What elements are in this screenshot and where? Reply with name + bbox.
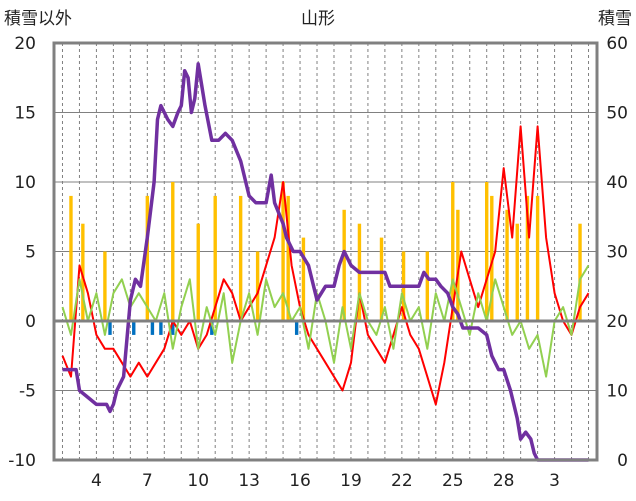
right-tick-label: 0 bbox=[617, 451, 628, 471]
bar bbox=[485, 182, 489, 321]
x-tick-label: 13 bbox=[238, 471, 260, 491]
bar bbox=[451, 182, 455, 321]
right-tick-label: 20 bbox=[606, 312, 628, 332]
left-axis-title: 積雪以外 bbox=[4, 9, 72, 29]
right-tick-label: 60 bbox=[606, 34, 628, 54]
bar bbox=[69, 195, 73, 321]
left-tick-label: 10 bbox=[14, 173, 36, 193]
right-tick-label: 10 bbox=[606, 382, 628, 402]
bar bbox=[425, 251, 430, 321]
bar bbox=[159, 321, 163, 335]
series-line bbox=[61, 125, 590, 406]
right-tick-label: 30 bbox=[606, 243, 628, 263]
bar bbox=[535, 195, 540, 321]
left-tick-label: -10 bbox=[8, 451, 36, 471]
x-tick-label: 10 bbox=[187, 471, 209, 491]
x-tick-label: 4 bbox=[91, 471, 102, 491]
bar bbox=[456, 209, 460, 321]
x-tick-label: 25 bbox=[442, 471, 464, 491]
bar bbox=[103, 251, 107, 321]
bar bbox=[505, 209, 509, 321]
left-tick-label: 20 bbox=[14, 34, 36, 54]
left-tick-label: 15 bbox=[14, 104, 36, 124]
bar bbox=[525, 195, 530, 321]
bar bbox=[294, 321, 299, 335]
line-series bbox=[61, 62, 590, 462]
left-axis: 20 15 10 5 0 -5 -10 bbox=[8, 34, 36, 471]
bar bbox=[281, 182, 285, 321]
x-tick-label: 3 bbox=[549, 471, 560, 491]
bar bbox=[379, 237, 384, 321]
x-tick-label: 28 bbox=[493, 471, 515, 491]
bar bbox=[108, 321, 112, 335]
bar bbox=[145, 195, 150, 321]
x-tick-label: 19 bbox=[340, 471, 362, 491]
bar bbox=[210, 321, 214, 335]
bar bbox=[515, 223, 519, 321]
bar bbox=[213, 195, 217, 321]
bar bbox=[196, 223, 200, 321]
plot-frame bbox=[52, 41, 599, 462]
bar bbox=[578, 223, 582, 321]
left-tick-label: -5 bbox=[19, 382, 36, 402]
left-tick-label: 0 bbox=[25, 312, 36, 332]
left-tick-label: 5 bbox=[25, 243, 36, 263]
bar bbox=[255, 251, 260, 321]
series-line bbox=[62, 62, 589, 462]
right-tick-label: 40 bbox=[606, 173, 628, 193]
bar bbox=[171, 182, 175, 321]
bar bbox=[81, 223, 85, 321]
bar bbox=[132, 321, 136, 335]
x-tick-label: 16 bbox=[289, 471, 311, 491]
chart-title: 山形 bbox=[301, 9, 335, 29]
bar bbox=[301, 237, 306, 321]
bar bbox=[150, 321, 155, 335]
bar bbox=[286, 195, 290, 321]
x-axis: 4 7 10 13 16 19 22 25 28 3 bbox=[91, 471, 560, 491]
right-axis-title: 積雪 bbox=[598, 9, 632, 29]
bar bbox=[238, 195, 243, 321]
right-axis: 60 50 40 30 20 10 0 bbox=[606, 34, 628, 471]
bar bbox=[171, 321, 175, 335]
x-tick-label: 22 bbox=[391, 471, 413, 491]
x-tick-label: 7 bbox=[142, 471, 153, 491]
bar bbox=[342, 209, 346, 321]
right-tick-label: 50 bbox=[606, 104, 628, 124]
bar bbox=[490, 195, 494, 321]
